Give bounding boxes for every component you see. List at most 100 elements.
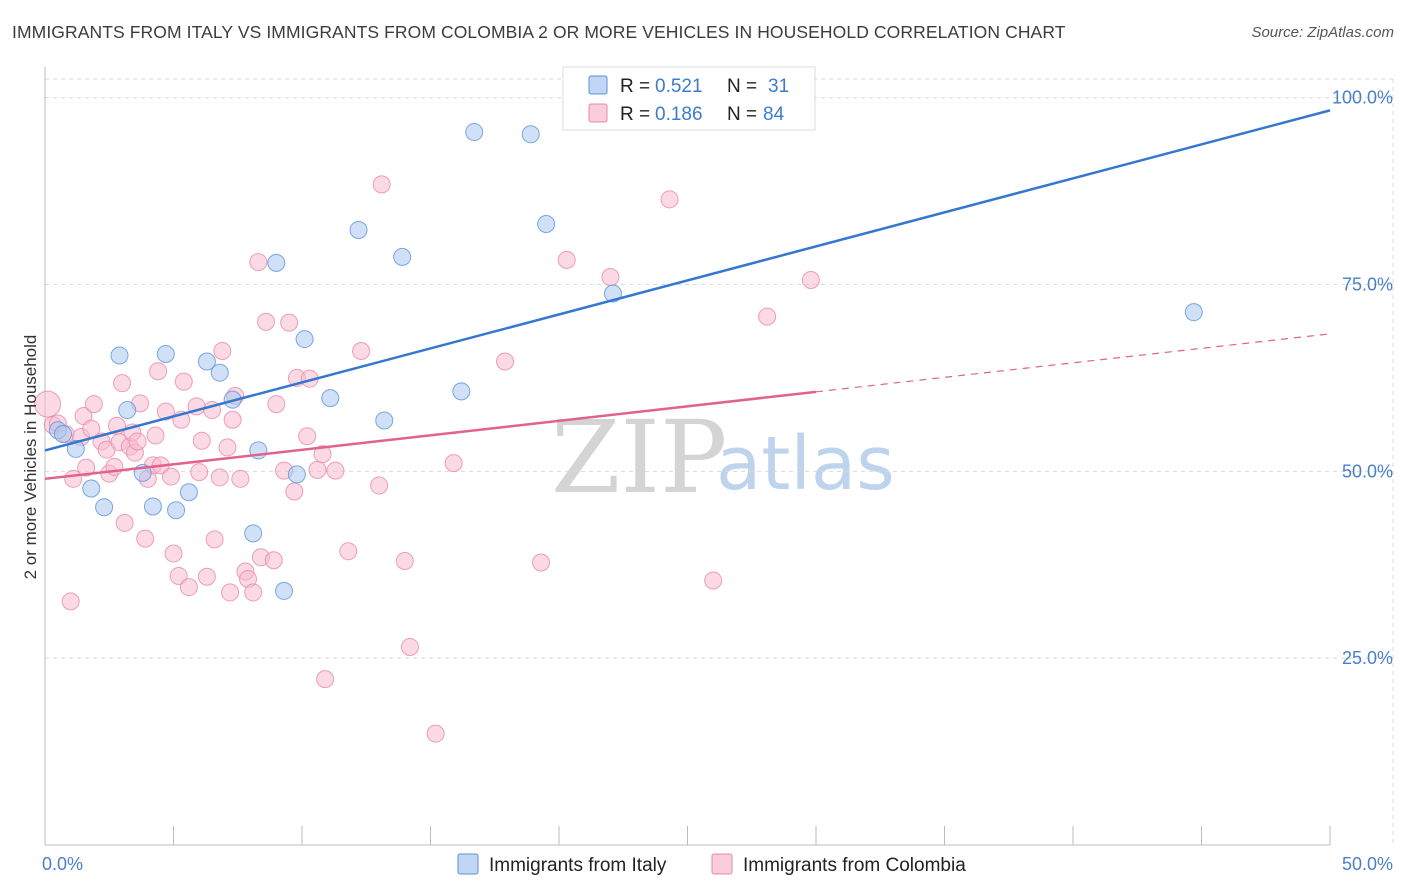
colombia-point — [146, 426, 165, 445]
italy-point — [1184, 303, 1203, 322]
colombia-point — [426, 724, 445, 743]
bottom-legend-colombia-label: Immigrants from Colombia — [743, 855, 966, 876]
colombia-point — [192, 431, 211, 450]
legend-colombia-r-label: R = — [620, 104, 650, 125]
colombia-point — [34, 390, 62, 418]
italy-point — [118, 401, 137, 420]
colombia-point — [339, 542, 358, 561]
colombia-point — [444, 454, 463, 473]
colombia-point — [532, 553, 551, 572]
colombia-point — [557, 250, 576, 269]
italy-point — [275, 581, 294, 600]
y-axis-label: 2 or more Vehicles in Household — [21, 335, 40, 580]
source-credit: Source: ZipAtlas.com — [1251, 24, 1394, 41]
colombia-point — [352, 342, 371, 361]
colombia-point — [218, 438, 237, 457]
italy-point — [53, 424, 72, 443]
x-tick-labels: 0.0% 50.0% — [42, 854, 1393, 874]
bottom-legend-italy-label: Immigrants from Italy — [489, 855, 667, 876]
colombia-point — [267, 395, 286, 414]
colombia-point — [128, 432, 147, 451]
legend-italy-r-label: R = — [620, 76, 650, 97]
italy-point — [110, 346, 129, 365]
colombia-point — [280, 313, 299, 332]
colombia-point — [231, 469, 250, 488]
italy-point — [287, 465, 306, 484]
colombia-point — [136, 529, 155, 548]
colombia-point — [264, 551, 283, 570]
colombia-point — [308, 460, 327, 479]
italy-point — [143, 497, 162, 516]
italy-point — [465, 123, 484, 142]
correlation-legend: R = 0.521 N = 31 R = 0.186 N = 84 — [562, 66, 816, 131]
italy-point — [393, 247, 412, 266]
italy-point — [267, 253, 286, 272]
colombia-point — [298, 427, 317, 446]
legend-italy-swatch — [588, 75, 608, 95]
legend-italy-n-label: N = — [727, 76, 757, 97]
colombia-point — [221, 583, 240, 602]
colombia-point — [704, 571, 723, 590]
watermark-atlas: atlas — [716, 421, 895, 507]
y-tick-labels: 25.0% 50.0% 75.0% 100.0% — [1332, 88, 1393, 668]
colombia-point — [61, 592, 80, 611]
italy-point — [375, 411, 394, 430]
colombia-point — [313, 445, 332, 464]
colombia-point — [801, 271, 820, 290]
legend-colombia-n-value: 84 — [763, 104, 785, 125]
axes — [44, 67, 1331, 846]
colombia-point — [400, 637, 419, 656]
colombia-point — [395, 552, 414, 571]
italy-point — [167, 501, 186, 520]
x-tick-label-min: 0.0% — [42, 854, 83, 874]
italy-point — [244, 524, 263, 543]
colombia-point — [257, 312, 276, 331]
colombia-point — [326, 461, 345, 480]
x-tick-label-max: 50.0% — [1342, 854, 1393, 874]
italy-trendline-solid — [44, 109, 1331, 452]
colombia-point — [179, 578, 198, 597]
colombia-point — [244, 583, 263, 602]
colombia-point — [197, 567, 216, 586]
series-legend: Immigrants from Italy Immigrants from Co… — [457, 853, 966, 876]
colombia-point — [601, 268, 620, 287]
colombia-point — [164, 544, 183, 563]
chart-title: IMMIGRANTS FROM ITALY VS IMMIGRANTS FROM… — [12, 22, 1066, 42]
colombia-point — [316, 670, 335, 689]
colombia-point — [496, 352, 515, 371]
colombia-point — [190, 463, 209, 482]
italy-point — [349, 220, 368, 239]
legend-colombia-r-value: 0.186 — [655, 104, 703, 125]
colombia-point — [758, 307, 777, 326]
italy-points — [48, 123, 1203, 600]
italy-point — [156, 345, 175, 364]
legend-colombia-n-label: N = — [727, 104, 757, 125]
colombia-point — [169, 566, 188, 585]
colombia-point — [213, 342, 232, 361]
colombia-point — [205, 530, 224, 549]
colombia-point — [372, 175, 391, 194]
legend-colombia-swatch — [588, 103, 608, 123]
italy-point — [197, 352, 216, 371]
legend-italy-n-value: 31 — [768, 76, 789, 97]
colombia-trendline-dashed — [815, 333, 1331, 393]
colombia-point — [210, 468, 229, 487]
italy-point — [210, 363, 229, 382]
colombia-point — [660, 190, 679, 209]
italy-point — [179, 483, 198, 502]
colombia-point — [149, 362, 168, 381]
bottom-legend-italy-swatch — [457, 853, 479, 875]
colombia-point — [249, 253, 268, 272]
colombia-trendline-solid — [44, 390, 817, 481]
trendlines — [44, 109, 1331, 481]
y-tick-label: 75.0% — [1342, 275, 1393, 295]
colombia-point — [156, 402, 175, 421]
colombia-point — [113, 374, 132, 393]
colombia-point — [285, 482, 304, 501]
y-tick-label: 25.0% — [1342, 648, 1393, 668]
y-tick-label: 100.0% — [1332, 88, 1393, 108]
colombia-point — [223, 410, 242, 429]
italy-point — [521, 125, 540, 144]
bottom-legend-colombia-swatch — [711, 853, 733, 875]
colombia-point — [84, 395, 103, 414]
